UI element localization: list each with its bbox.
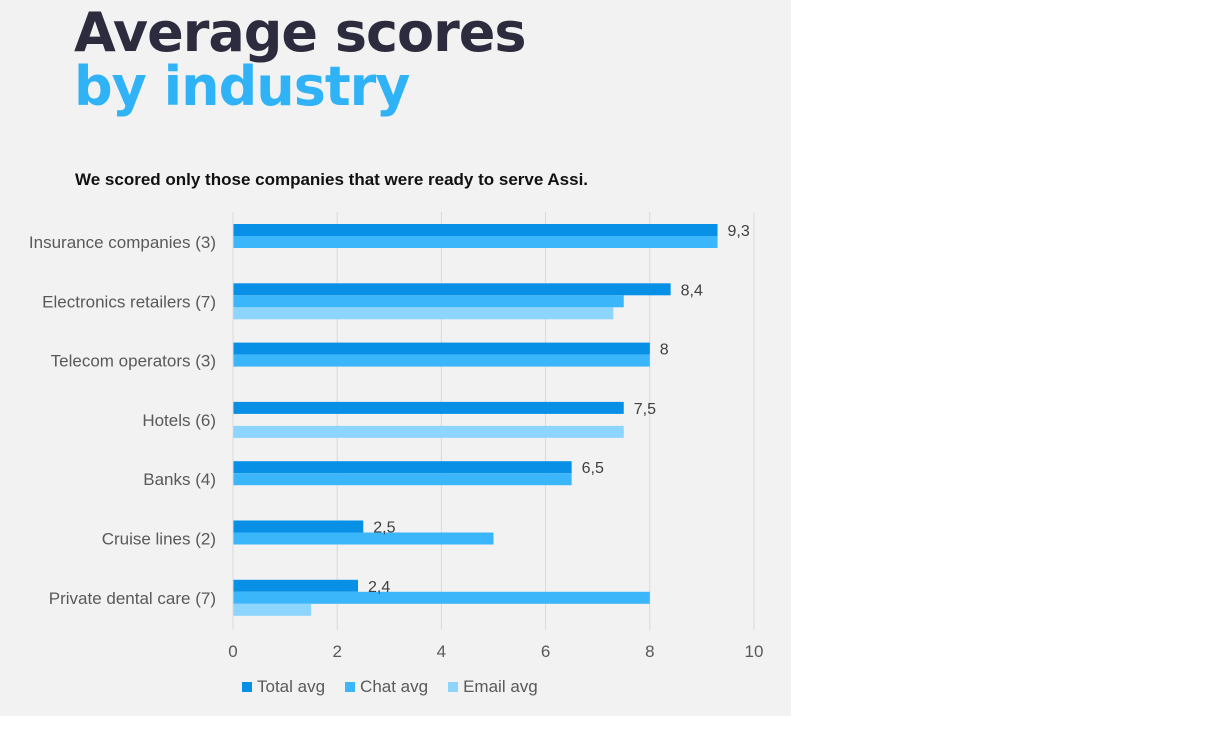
bar-1-1 [233, 295, 624, 308]
bar-3-2 [233, 425, 624, 438]
legend-swatch-email [448, 682, 459, 692]
bar-5-1 [233, 532, 494, 545]
x-tick-label-1: 2 [332, 642, 341, 661]
data-label-4: 6,5 [582, 460, 604, 477]
bar-5-0 [233, 520, 364, 533]
bar-4-1 [233, 473, 572, 486]
legend-label-total: Total avg [257, 677, 326, 696]
legend-label-chat: Chat avg [360, 677, 429, 696]
bar-4-0 [233, 461, 572, 474]
bar-2-1 [233, 354, 650, 367]
bar-1-0 [233, 283, 671, 296]
category-label-0: Insurance companies (3) [29, 233, 216, 252]
chart-legend: Total avg Chat avg Email avg [242, 677, 538, 697]
bar-2-0 [233, 342, 650, 355]
data-label-5: 2,5 [373, 520, 395, 537]
legend-label-email: Email avg [463, 677, 538, 696]
data-label-2: 8 [660, 342, 669, 359]
category-label-5: Cruise lines (2) [102, 530, 216, 549]
x-tick-label-5: 10 [745, 642, 764, 661]
category-label-3: Hotels (6) [142, 411, 216, 430]
bar-1-2 [233, 307, 614, 320]
x-tick-label-0: 0 [228, 642, 237, 661]
page-title-line-2: by industry [74, 55, 410, 118]
bar-chart: 0 2 4 6 8 10 Insurance companies (3) 9,3 Electro… [29, 212, 764, 661]
x-tick-label-4: 8 [645, 642, 654, 661]
x-tick-label-3: 6 [541, 642, 550, 661]
bar-0-1 [233, 236, 718, 248]
chart-subtitle: We scored only those companies that were… [75, 170, 589, 189]
bar-3-0 [233, 401, 624, 414]
data-label-0: 9,3 [728, 223, 750, 240]
legend-item-chat: Chat avg [345, 677, 428, 697]
category-label-4: Banks (4) [143, 470, 216, 489]
category-label-2: Telecom operators (3) [51, 352, 216, 371]
page-title-line-1: Average scores [74, 1, 526, 64]
bar-0-0 [233, 224, 718, 236]
legend-swatch-total [242, 682, 252, 692]
category-label-6: Private dental care (7) [49, 589, 216, 608]
data-label-6: 2,4 [368, 579, 390, 596]
bar-6-2 [233, 603, 312, 616]
data-label-1: 8,4 [681, 282, 703, 299]
bar-6-0 [233, 579, 359, 592]
legend-swatch-chat [345, 682, 356, 692]
data-label-3: 7,5 [634, 401, 656, 418]
legend-item-email: Email avg [448, 677, 538, 697]
category-label-1: Electronics retailers (7) [42, 292, 216, 311]
legend-item-total: Total avg [242, 677, 325, 697]
bar-6-1 [233, 591, 650, 604]
x-tick-label-2: 4 [437, 642, 446, 661]
